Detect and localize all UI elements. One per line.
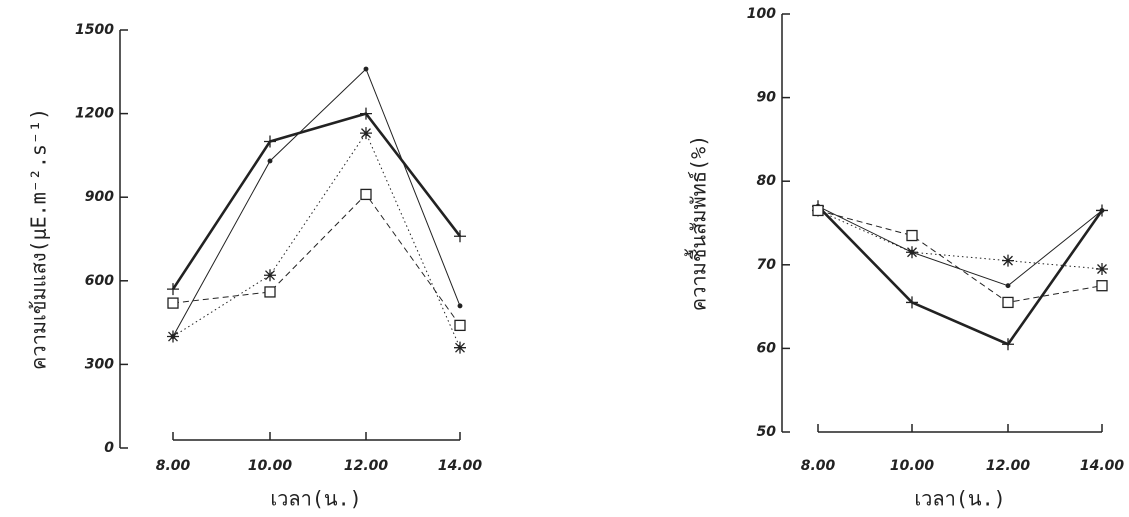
marker-star [1096, 263, 1108, 275]
x-tick-label: 12.00 [344, 458, 389, 474]
y-tick-label: 600 [85, 273, 114, 289]
marker-star [167, 331, 179, 343]
page: 0 300 600 900 1200 1500 8.00 10.00 12.00 14.00 ควา… [0, 0, 1129, 517]
marker-square [265, 287, 275, 297]
marker-dot [1006, 284, 1010, 288]
marker-star [1002, 255, 1014, 267]
y-axis-label: ความเข้มแสง(μE.m⁻².s⁻¹) [27, 108, 51, 370]
marker-square [361, 189, 371, 199]
marker-dot [1100, 209, 1104, 213]
marker-star [360, 127, 372, 139]
y-tick-label: 80 [757, 173, 777, 189]
x-tick-label: 14.00 [438, 458, 483, 474]
figure: 0 300 600 900 1200 1500 8.00 10.00 12.00 14.00 ควา… [0, 0, 1129, 517]
series-line [173, 69, 460, 337]
marker-square [168, 298, 178, 308]
marker-square [907, 231, 917, 241]
x-tick-label: 10.00 [248, 458, 293, 474]
x-tick-label: 8.00 [156, 458, 191, 474]
y-tick-label: 50 [757, 424, 777, 440]
y-axis-label: ความชื้นสัมพัทธ์(%) [685, 135, 711, 311]
series-line [818, 210, 1102, 269]
series-line [173, 194, 460, 325]
marker-square [455, 320, 465, 330]
y-tick-label: 0 [104, 440, 114, 456]
marker-square [1097, 281, 1107, 291]
x-axis-label: เวลา(น.) [914, 487, 1005, 511]
y-tick-label: 1200 [75, 106, 114, 122]
marker-dot [458, 304, 462, 308]
y-tick-label: 900 [85, 189, 114, 205]
series-line [818, 206, 1102, 285]
y-tick-label: 300 [85, 356, 114, 372]
marker-star [906, 246, 918, 258]
marker-star [264, 269, 276, 281]
series-line [173, 133, 460, 348]
x-tick-label: 14.00 [1080, 458, 1125, 474]
series-line [818, 210, 1102, 302]
marker-dot [364, 67, 368, 71]
y-tick-label: 100 [747, 6, 776, 22]
marker-square [813, 205, 823, 215]
marker-square [1003, 297, 1013, 307]
series-line [173, 114, 460, 290]
y-tick-label: 1500 [75, 22, 114, 38]
marker-dot [268, 159, 272, 163]
y-tick-label: 60 [757, 340, 777, 356]
y-tick-label: 90 [757, 90, 777, 106]
x-axis-label: เวลา(น.) [270, 487, 361, 511]
x-tick-label: 12.00 [986, 458, 1031, 474]
y-tick-label: 70 [757, 257, 777, 273]
marker-star [454, 342, 466, 354]
x-tick-label: 8.00 [801, 458, 836, 474]
x-tick-label: 10.00 [890, 458, 935, 474]
